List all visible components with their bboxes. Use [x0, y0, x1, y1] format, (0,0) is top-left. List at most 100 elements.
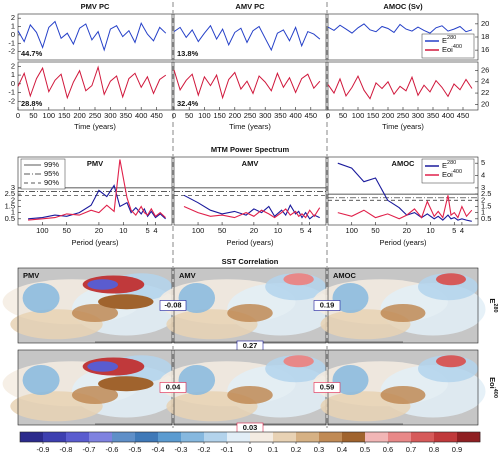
y-tick-label: 0.5: [5, 214, 15, 223]
colorbar-bin: [112, 432, 136, 442]
panel-frame: [173, 13, 327, 61]
colorbar-bin: [227, 432, 251, 442]
panel-frame: [173, 156, 327, 226]
series-line: [327, 74, 473, 100]
y-tick-label: 0.5: [481, 214, 491, 223]
x-axis-label: Time (years): [74, 122, 116, 131]
x-tick-label: 100: [36, 226, 49, 235]
colorbar-bin: [273, 432, 297, 442]
series-line: [183, 205, 321, 219]
colorbar-tick-label: -0.7: [83, 445, 96, 454]
x-tick-label: 350: [427, 111, 440, 120]
colorbar-tick-label: 0.3: [314, 445, 324, 454]
series-line: [28, 159, 166, 221]
colorbar-bin: [204, 432, 228, 442]
y-tick-label: -1: [8, 88, 15, 97]
y-tick-label: 1: [11, 208, 15, 217]
panel-title: AMOC: [392, 159, 415, 168]
x-tick-label: 300: [412, 111, 425, 120]
legend-label: Eoi400: [442, 169, 462, 179]
x-axis-label: Time (years): [382, 122, 424, 131]
x-axis-label: Time (years): [229, 122, 271, 131]
series-line: [173, 24, 321, 52]
x-tick-label: 50: [185, 111, 193, 120]
pair-box: [159, 300, 187, 311]
y-tick-label: 2: [11, 61, 15, 70]
x-tick-label: 450: [305, 111, 318, 120]
y-tick-label: 5: [481, 158, 485, 167]
series-line: [327, 23, 473, 34]
map-field: [380, 386, 426, 404]
legend-label: E280: [488, 298, 498, 312]
variance-label: 32.4%: [177, 99, 199, 108]
x-tick-label: 350: [274, 111, 287, 120]
legend-box: [421, 33, 475, 59]
x-axis-label: Period (years): [226, 238, 274, 247]
map-field: [332, 365, 369, 395]
y-tick-label: 3: [11, 183, 15, 192]
series-line: [17, 65, 167, 100]
colorbar-tick-label: -0.6: [106, 445, 119, 454]
y-tick-label: 20: [481, 99, 489, 108]
y-tick-label: 2.5: [5, 189, 15, 198]
x-tick-label: 150: [367, 111, 380, 120]
series-line: [337, 195, 473, 220]
y-tick-label: 1: [11, 70, 15, 79]
x-tick-label: 4: [153, 226, 157, 235]
colorbar-tick-label: 0.8: [429, 445, 439, 454]
colorbar-bin: [135, 432, 159, 442]
colorbar-bin: [434, 432, 458, 442]
map-field: [87, 361, 119, 372]
x-tick-label: 20: [95, 226, 103, 235]
legend-label: Eoi400: [442, 44, 462, 54]
x-tick-label: 400: [289, 111, 302, 120]
colorbar-tick-label: -0.4: [152, 445, 165, 454]
x-tick-label: 150: [213, 111, 226, 120]
legend-label: Eoi400: [488, 377, 498, 398]
pair-correlation: 0.59: [320, 382, 335, 391]
x-axis-label: Period (years): [379, 238, 427, 247]
colorbar-tick-label: 0.9: [452, 445, 462, 454]
map-field: [87, 279, 119, 290]
map-field: [332, 283, 369, 313]
legend-label: E280: [442, 35, 456, 45]
pair-correlation: -0.08: [164, 300, 181, 309]
section-title: SST Correlation: [222, 257, 279, 266]
x-tick-label: 250: [89, 111, 102, 120]
colorbar-bin: [250, 432, 274, 442]
x-tick-label: 250: [244, 111, 257, 120]
y-tick-label: 20: [481, 19, 489, 28]
x-tick-label: 450: [457, 111, 470, 120]
panel-title: AMV PC: [235, 2, 265, 11]
pair-correlation: 0.04: [166, 382, 181, 391]
colorbar-bin: [319, 432, 343, 442]
x-tick-label: 20: [250, 226, 258, 235]
x-tick-label: 100: [345, 226, 358, 235]
x-tick-label: 100: [43, 111, 56, 120]
y-tick-label: 1: [481, 208, 485, 217]
colorbar-bin: [158, 432, 182, 442]
map-field: [178, 365, 216, 395]
colorbar-tick-label: -0.2: [198, 445, 211, 454]
x-tick-label: 250: [397, 111, 410, 120]
colorbar-bin: [89, 432, 113, 442]
map-field: [436, 355, 466, 368]
colorbar-tick-label: 0.7: [406, 445, 416, 454]
x-tick-label: 450: [150, 111, 163, 120]
map-field: [98, 294, 154, 310]
x-tick-label: 5: [300, 226, 304, 235]
map-field: [22, 365, 60, 395]
x-tick-label: 20: [403, 226, 411, 235]
pair-box: [313, 300, 341, 311]
panel-frame: [17, 13, 173, 61]
y-tick-label: 0: [11, 30, 15, 39]
x-tick-label: 0: [172, 111, 176, 120]
colorbar-tick-label: 0.1: [268, 445, 278, 454]
y-tick-label: 2: [11, 195, 15, 204]
y-tick-label: 4: [481, 171, 485, 180]
colorbar-tick-label: -0.9: [37, 445, 50, 454]
x-tick-label: 10: [119, 226, 127, 235]
pair-correlation: 0.19: [320, 300, 335, 309]
x-tick-label: 150: [58, 111, 71, 120]
